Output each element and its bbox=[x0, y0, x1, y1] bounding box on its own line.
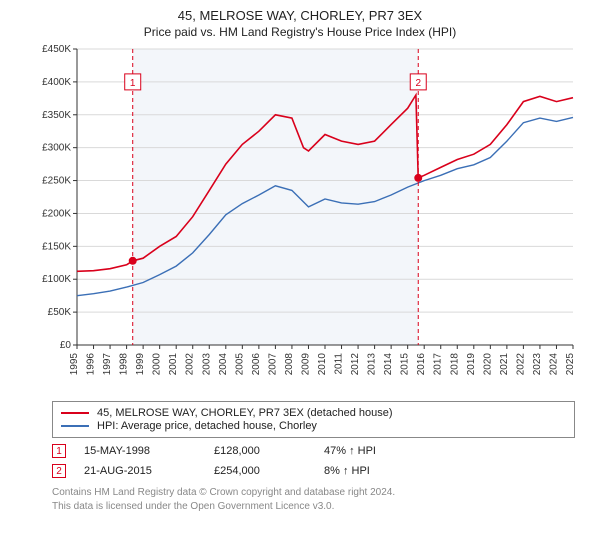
event-date-2: 21-AUG-2015 bbox=[84, 465, 214, 477]
svg-text:£100K: £100K bbox=[42, 274, 71, 285]
line-chart-svg: £0 £50K £100K £150K £200K £250K £300K £350K £400… bbox=[25, 45, 585, 395]
svg-text:2011: 2011 bbox=[334, 353, 345, 375]
svg-text:2025: 2025 bbox=[565, 353, 576, 376]
svg-text:2000: 2000 bbox=[152, 353, 163, 376]
svg-text:2024: 2024 bbox=[548, 353, 559, 376]
event-delta-2: 8% ↑ HPI bbox=[324, 465, 434, 477]
svg-text:1998: 1998 bbox=[119, 353, 130, 376]
legend-box: 45, MELROSE WAY, CHORLEY, PR7 3EX (detac… bbox=[52, 401, 575, 438]
svg-text:2: 2 bbox=[415, 78, 421, 89]
footer-line-1: Contains HM Land Registry data © Crown c… bbox=[52, 486, 575, 500]
svg-text:2014: 2014 bbox=[383, 353, 394, 376]
legend-swatch-price-paid bbox=[61, 412, 89, 414]
event-price-2: £254,000 bbox=[214, 465, 324, 477]
svg-text:2008: 2008 bbox=[284, 353, 295, 376]
svg-text:2001: 2001 bbox=[168, 353, 179, 376]
svg-text:2017: 2017 bbox=[433, 353, 444, 376]
event-marker-2: 2 bbox=[52, 464, 66, 478]
svg-text:2021: 2021 bbox=[499, 353, 510, 376]
event-date-1: 15-MAY-1998 bbox=[84, 445, 214, 457]
svg-text:1997: 1997 bbox=[102, 353, 113, 376]
svg-text:2006: 2006 bbox=[251, 353, 262, 376]
svg-text:2007: 2007 bbox=[267, 353, 278, 376]
legend-row-price-paid: 45, MELROSE WAY, CHORLEY, PR7 3EX (detac… bbox=[61, 407, 566, 419]
footer-line-2: This data is licensed under the Open Gov… bbox=[52, 500, 575, 514]
svg-text:2022: 2022 bbox=[515, 353, 526, 376]
svg-text:2009: 2009 bbox=[300, 353, 311, 376]
svg-text:2002: 2002 bbox=[185, 353, 196, 376]
event-row-2: 2 21-AUG-2015 £254,000 8% ↑ HPI bbox=[52, 464, 575, 478]
svg-text:2013: 2013 bbox=[367, 353, 378, 376]
svg-text:£0: £0 bbox=[60, 340, 72, 351]
footer-attribution: Contains HM Land Registry data © Crown c… bbox=[52, 486, 575, 513]
svg-text:2023: 2023 bbox=[532, 353, 543, 376]
chart-area: £0 £50K £100K £150K £200K £250K £300K £350K £400… bbox=[25, 45, 585, 395]
svg-text:£150K: £150K bbox=[42, 241, 71, 252]
svg-text:£300K: £300K bbox=[42, 143, 71, 154]
svg-text:£250K: £250K bbox=[42, 176, 71, 187]
svg-text:£450K: £450K bbox=[42, 45, 71, 55]
legend-label-hpi: HPI: Average price, detached house, Chor… bbox=[97, 420, 317, 432]
svg-text:1999: 1999 bbox=[135, 353, 146, 376]
svg-text:2020: 2020 bbox=[482, 353, 493, 376]
svg-text:2005: 2005 bbox=[234, 353, 245, 376]
chart-title-subtitle: Price paid vs. HM Land Registry's House … bbox=[0, 25, 600, 39]
svg-text:2015: 2015 bbox=[400, 353, 411, 376]
svg-text:£50K: £50K bbox=[48, 307, 72, 318]
legend-swatch-hpi bbox=[61, 425, 89, 427]
svg-text:1996: 1996 bbox=[86, 353, 97, 376]
svg-text:2016: 2016 bbox=[416, 353, 427, 376]
svg-text:£200K: £200K bbox=[42, 208, 71, 219]
event-price-1: £128,000 bbox=[214, 445, 324, 457]
event-row-1: 1 15-MAY-1998 £128,000 47% ↑ HPI bbox=[52, 444, 575, 458]
svg-text:1: 1 bbox=[130, 78, 136, 89]
chart-title-address: 45, MELROSE WAY, CHORLEY, PR7 3EX bbox=[0, 8, 600, 23]
svg-text:2010: 2010 bbox=[317, 353, 328, 376]
svg-text:2012: 2012 bbox=[350, 353, 361, 376]
svg-text:2004: 2004 bbox=[218, 353, 229, 376]
legend-label-price-paid: 45, MELROSE WAY, CHORLEY, PR7 3EX (detac… bbox=[97, 407, 393, 419]
svg-text:£400K: £400K bbox=[42, 77, 71, 88]
events-table: 1 15-MAY-1998 £128,000 47% ↑ HPI 2 21-AU… bbox=[52, 444, 575, 478]
event-delta-1: 47% ↑ HPI bbox=[324, 445, 434, 457]
svg-text:1995: 1995 bbox=[69, 353, 80, 376]
legend-row-hpi: HPI: Average price, detached house, Chor… bbox=[61, 420, 566, 432]
event-marker-1: 1 bbox=[52, 444, 66, 458]
svg-text:2019: 2019 bbox=[466, 353, 477, 376]
svg-text:2018: 2018 bbox=[449, 353, 460, 376]
svg-text:2003: 2003 bbox=[201, 353, 212, 376]
svg-text:£350K: £350K bbox=[42, 110, 71, 121]
